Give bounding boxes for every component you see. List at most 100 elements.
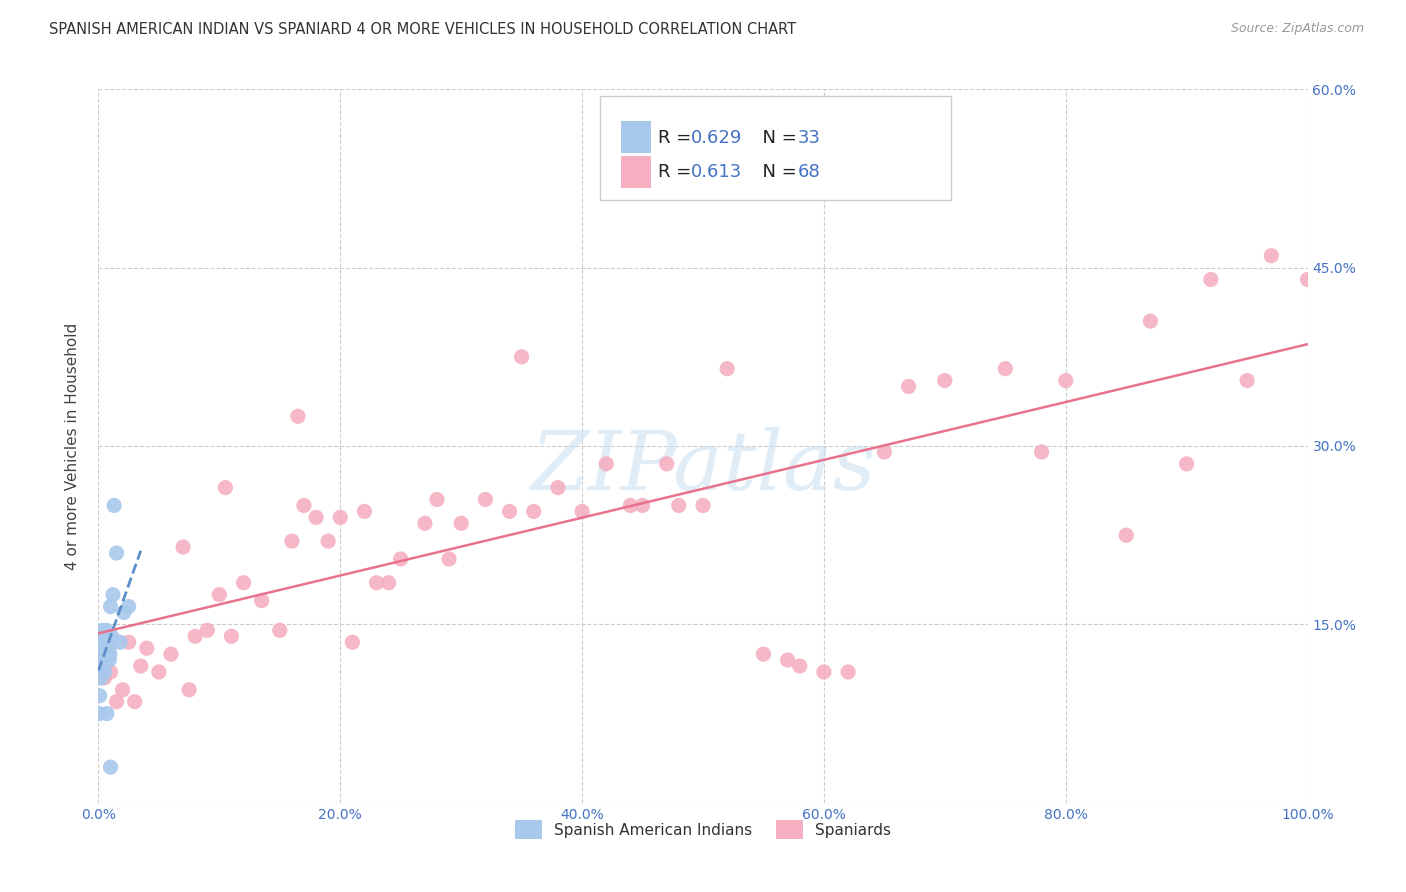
Point — [172, 540, 194, 554]
Point — [1115, 528, 1137, 542]
Legend: Spanish American Indians, Spaniards: Spanish American Indians, Spaniards — [509, 814, 897, 845]
Text: 33: 33 — [797, 128, 820, 146]
Point — [897, 379, 920, 393]
Point — [208, 588, 231, 602]
Point — [269, 624, 291, 638]
Point — [101, 588, 124, 602]
Point — [619, 499, 641, 513]
Point — [547, 481, 569, 495]
Point — [752, 647, 775, 661]
Point — [1260, 249, 1282, 263]
Text: Source: ZipAtlas.com: Source: ZipAtlas.com — [1230, 22, 1364, 36]
Point — [91, 635, 114, 649]
Point — [668, 499, 690, 513]
Point — [89, 689, 111, 703]
Point — [214, 481, 236, 495]
Point — [571, 504, 593, 518]
Point — [474, 492, 496, 507]
Point — [353, 504, 375, 518]
Text: SPANISH AMERICAN INDIAN VS SPANIARD 4 OR MORE VEHICLES IN HOUSEHOLD CORRELATION : SPANISH AMERICAN INDIAN VS SPANIARD 4 OR… — [49, 22, 796, 37]
Point — [179, 682, 201, 697]
Point — [789, 659, 811, 673]
Text: N =: N = — [751, 163, 803, 181]
Text: 0.629: 0.629 — [690, 128, 742, 146]
Text: R =: R = — [658, 128, 697, 146]
Point — [96, 624, 118, 638]
Point — [498, 504, 520, 518]
FancyBboxPatch shape — [600, 96, 950, 200]
Point — [697, 147, 720, 161]
Point — [97, 641, 120, 656]
Text: 68: 68 — [797, 163, 820, 181]
Point — [523, 504, 546, 518]
Point — [595, 457, 617, 471]
Point — [426, 492, 449, 507]
Point — [1054, 374, 1077, 388]
Point — [94, 641, 117, 656]
Point — [316, 534, 339, 549]
Point — [91, 641, 114, 656]
Point — [631, 499, 654, 513]
Point — [98, 653, 121, 667]
Point — [96, 647, 118, 661]
Text: N =: N = — [751, 128, 803, 146]
Point — [96, 706, 118, 721]
Point — [90, 635, 112, 649]
Point — [184, 629, 207, 643]
Point — [934, 374, 956, 388]
Point — [366, 575, 388, 590]
Point — [93, 665, 115, 679]
Point — [96, 629, 118, 643]
Point — [124, 695, 146, 709]
Point — [100, 760, 122, 774]
Point — [1199, 272, 1222, 286]
Point — [221, 629, 243, 643]
Point — [281, 534, 304, 549]
Point — [413, 516, 436, 531]
Point — [1175, 457, 1198, 471]
Point — [837, 665, 859, 679]
Point — [91, 624, 114, 638]
Y-axis label: 4 or more Vehicles in Household: 4 or more Vehicles in Household — [65, 322, 80, 570]
Point — [129, 659, 152, 673]
Point — [91, 659, 114, 673]
Point — [1236, 374, 1258, 388]
Point — [1139, 314, 1161, 328]
Text: 0.613: 0.613 — [690, 163, 742, 181]
Point — [776, 653, 799, 667]
Point — [873, 445, 896, 459]
Point — [510, 350, 533, 364]
Point — [232, 575, 254, 590]
Point — [135, 641, 157, 656]
Point — [100, 599, 122, 614]
Point — [148, 665, 170, 679]
Point — [103, 499, 125, 513]
Point — [389, 552, 412, 566]
Point — [1031, 445, 1053, 459]
Bar — [621, 155, 651, 187]
Point — [813, 665, 835, 679]
Point — [342, 635, 364, 649]
Point — [90, 671, 112, 685]
Text: R =: R = — [658, 163, 697, 181]
Point — [437, 552, 460, 566]
Point — [329, 510, 352, 524]
Point — [100, 665, 122, 679]
Point — [93, 629, 115, 643]
Text: ZIPatlas: ZIPatlas — [530, 427, 876, 508]
Point — [89, 641, 111, 656]
Point — [93, 647, 115, 661]
Point — [377, 575, 399, 590]
Point — [89, 647, 111, 661]
Point — [111, 682, 134, 697]
Point — [87, 706, 110, 721]
Point — [994, 361, 1017, 376]
Point — [90, 629, 112, 643]
Point — [450, 516, 472, 531]
Point — [105, 695, 128, 709]
Point — [655, 457, 678, 471]
Point — [118, 635, 141, 649]
Point — [93, 671, 115, 685]
Bar — [621, 121, 651, 153]
Point — [692, 499, 714, 513]
